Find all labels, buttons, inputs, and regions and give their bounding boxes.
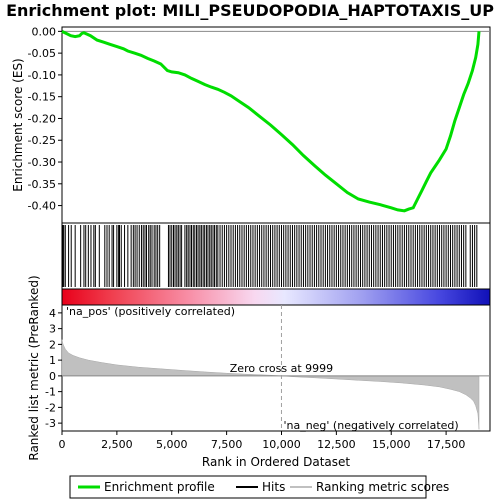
ranking-y-tick-label: 1 bbox=[49, 354, 56, 367]
x-tick-label: 10,000 bbox=[262, 438, 301, 451]
ranking-y-tick-label: -1 bbox=[45, 386, 56, 399]
legend-label-enrichment-profile: Enrichment profile bbox=[104, 480, 215, 494]
colorbar-strip bbox=[61, 288, 491, 306]
es-y-tick-label: -0.15 bbox=[28, 91, 56, 104]
es-y-tick-label: -0.35 bbox=[28, 178, 56, 191]
zero-cross-label: Zero cross at 9999 bbox=[230, 362, 333, 375]
rank-colorbar bbox=[61, 288, 491, 306]
es-y-ticks: 0.00 -0.05 -0.10 -0.15 -0.20 -0.25 -0.30 -0.35 -… bbox=[28, 25, 62, 213]
es-y-tick-label: -0.25 bbox=[28, 134, 56, 147]
x-tick-label: 15,000 bbox=[372, 438, 411, 451]
ranking-y-axis-label: Ranked list metric (PreRanked) bbox=[27, 275, 41, 460]
legend-label-ranking-metric: Ranking metric scores bbox=[316, 480, 449, 494]
x-axis-label: Rank in Ordered Dataset bbox=[202, 455, 350, 469]
es-y-axis-label: Enrichment score (ES) bbox=[11, 58, 25, 191]
ranking-y-tick-label: -2 bbox=[45, 401, 56, 414]
ranking-y-tick-label: -3 bbox=[45, 417, 56, 430]
es-y-tick-label: -0.30 bbox=[28, 156, 56, 169]
x-tick-label: 2,500 bbox=[101, 438, 133, 451]
ranking-y-ticks: 4 3 2 1 0 -1 -2 -3 bbox=[45, 307, 62, 430]
es-y-tick-label: -0.20 bbox=[28, 112, 56, 125]
hits-panel-frame bbox=[61, 222, 491, 290]
ranking-y-tick-label: 4 bbox=[49, 307, 56, 320]
legend-label-hits: Hits bbox=[262, 480, 285, 494]
x-tick-label: 17,500 bbox=[427, 438, 466, 451]
x-tick-label: 0 bbox=[59, 438, 66, 451]
ranking-panel: 4 3 2 1 0 -1 -2 -3 Zero cross at 9999 'na_pos' … bbox=[27, 275, 491, 461]
es-y-tick-label: -0.40 bbox=[28, 200, 56, 213]
legend: Enrichment profile Hits Ranking metric s… bbox=[69, 475, 449, 499]
x-tick-label: 5,000 bbox=[156, 438, 188, 451]
x-tick-label: 12,500 bbox=[317, 438, 356, 451]
hits-panel bbox=[61, 222, 491, 290]
negative-correlation-label: 'na_neg' (negatively correlated) bbox=[283, 419, 458, 432]
enrichment-profile-line bbox=[61, 30, 481, 213]
x-axis-ticks: 0 2,500 5,000 7,500 10,000 12,500 15,000 17,500 bbox=[59, 431, 466, 451]
ranking-y-tick-label: 0 bbox=[49, 370, 56, 383]
es-panel: 0.00 -0.05 -0.10 -0.15 -0.20 -0.25 -0.30 -0.35 -… bbox=[11, 25, 491, 224]
x-tick-label: 7,500 bbox=[211, 438, 243, 451]
es-y-tick-label: 0.00 bbox=[32, 25, 57, 38]
ranking-y-tick-label: 2 bbox=[49, 338, 56, 351]
es-y-tick-label: -0.10 bbox=[28, 69, 56, 82]
hit-lines bbox=[62, 225, 478, 287]
chart-title: Enrichment plot: MILI_PSEUDOPODIA_HAPTOT… bbox=[6, 1, 494, 20]
ranking-y-tick-label: 3 bbox=[49, 323, 56, 336]
es-y-tick-label: -0.05 bbox=[28, 47, 56, 60]
es-panel-frame bbox=[61, 26, 491, 224]
positive-correlation-label: 'na_pos' (positively correlated) bbox=[66, 305, 235, 318]
